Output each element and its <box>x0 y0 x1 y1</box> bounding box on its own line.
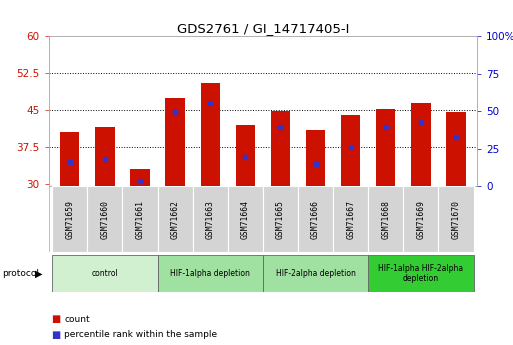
Text: GSM71664: GSM71664 <box>241 199 250 239</box>
Text: ▶: ▶ <box>35 268 43 278</box>
Bar <box>306 130 325 186</box>
Bar <box>166 98 185 186</box>
Text: ■: ■ <box>51 314 61 324</box>
Bar <box>157 255 263 292</box>
Text: GSM71663: GSM71663 <box>206 199 215 239</box>
Bar <box>201 83 220 186</box>
Text: GSM71667: GSM71667 <box>346 199 355 239</box>
Text: GSM71665: GSM71665 <box>276 199 285 239</box>
Bar <box>130 169 150 186</box>
Text: control: control <box>91 269 119 278</box>
Text: GSM71660: GSM71660 <box>101 199 109 239</box>
Text: ■: ■ <box>51 330 61 339</box>
Bar <box>341 115 360 186</box>
Bar <box>271 111 290 186</box>
Bar <box>298 186 333 252</box>
Text: GSM71670: GSM71670 <box>451 199 461 239</box>
Bar <box>52 186 87 252</box>
Bar <box>87 186 123 252</box>
Bar <box>60 132 80 186</box>
Text: GSM71659: GSM71659 <box>65 199 74 239</box>
Text: GSM71661: GSM71661 <box>135 199 145 239</box>
Bar <box>228 186 263 252</box>
Text: HIF-2alpha depletion: HIF-2alpha depletion <box>275 269 356 278</box>
Text: HIF-1alpha depletion: HIF-1alpha depletion <box>170 269 250 278</box>
Bar <box>123 186 157 252</box>
Bar <box>368 186 403 252</box>
Bar <box>376 109 396 186</box>
Bar <box>368 255 473 292</box>
Bar <box>193 186 228 252</box>
Text: count: count <box>64 315 90 324</box>
Text: GSM71662: GSM71662 <box>171 199 180 239</box>
Bar <box>263 186 298 252</box>
Bar <box>439 186 473 252</box>
Text: GSM71669: GSM71669 <box>417 199 425 239</box>
Bar <box>411 103 430 186</box>
Text: GSM71666: GSM71666 <box>311 199 320 239</box>
Bar <box>235 125 255 186</box>
Title: GDS2761 / GI_14717405-I: GDS2761 / GI_14717405-I <box>176 22 349 35</box>
Bar <box>446 112 466 186</box>
Bar <box>333 186 368 252</box>
Text: HIF-1alpha HIF-2alpha
depletion: HIF-1alpha HIF-2alpha depletion <box>379 264 463 283</box>
Bar <box>52 255 157 292</box>
Bar <box>263 255 368 292</box>
Bar <box>95 127 114 186</box>
Bar <box>157 186 193 252</box>
Text: protocol: protocol <box>3 269 40 278</box>
Text: GSM71668: GSM71668 <box>381 199 390 239</box>
Text: percentile rank within the sample: percentile rank within the sample <box>64 330 217 339</box>
Bar <box>403 186 439 252</box>
